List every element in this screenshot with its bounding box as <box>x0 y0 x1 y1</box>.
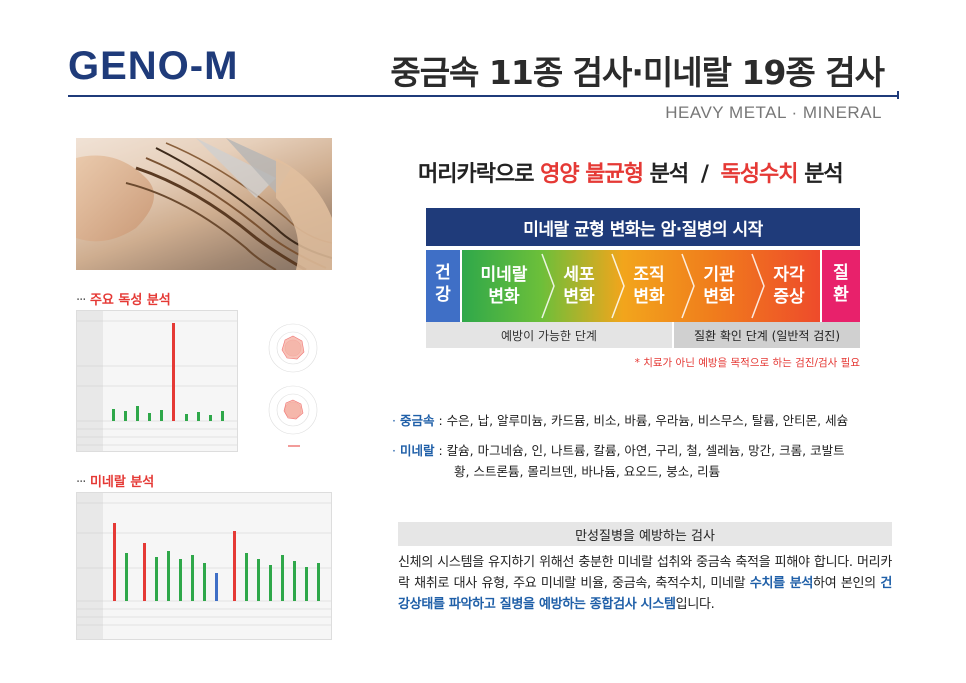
prevention-note: * 치료가 아닌 예방을 목적으로 하는 검진/검사 필요 <box>634 357 860 369</box>
stage-gradient-block <box>462 250 820 322</box>
phase-diagnosed: 질환 확인 단계 (일반적 검진) <box>674 322 860 348</box>
stage-disease-block <box>822 250 860 322</box>
page-subtitle: HEAVY METAL · MINERAL <box>665 103 882 122</box>
stage-tissue-change: 조직 변화 <box>633 265 665 307</box>
phase-preventable: 예방이 가능한 단계 <box>426 322 672 348</box>
stage-symptoms: 자각 증상 <box>773 265 805 307</box>
hair-photo <box>76 138 332 270</box>
brand-logo: GENO-M <box>68 44 239 88</box>
minerals-list: · 미네랄 : 칼슘, 마그네슘, 인, 나트륨, 칼륨, 아연, 구리, 철,… <box>392 443 845 479</box>
stage-flow-graphic <box>426 250 860 322</box>
heavy-metals-list: · 중금속 : 수은, 납, 알루미늄, 카드뮴, 비소, 바륨, 우라늄, 비… <box>392 413 849 428</box>
page-title: 중금속 11종 검사·미네랄 19종 검사 <box>390 53 885 92</box>
toxic-analysis-label: ··· 주요 독성 분석 <box>76 293 171 308</box>
mineral-analysis-table <box>76 492 332 640</box>
header-divider-tick <box>897 91 899 99</box>
stage-cell-change: 세포 변화 <box>563 265 595 307</box>
header-divider <box>68 95 899 97</box>
stage-health-block <box>426 250 460 322</box>
toxic-radar-charts <box>248 310 332 452</box>
mineral-analysis-label: ··· 미네랄 분석 <box>76 475 155 490</box>
mineral-balance-banner: 미네랄 균형 변화는 암·질병의 시작 <box>426 208 860 246</box>
toxic-analysis-table <box>76 310 238 452</box>
stage-mineral-change: 미네랄 변화 <box>480 265 528 307</box>
analysis-headline: 머리카락으로 영양 불균형 분석 / 독성수치 분석 <box>418 162 844 187</box>
description-paragraph: 신체의 시스템을 유지하기 위해선 충분한 미네랄 섭취와 중금속 축적을 피해… <box>398 555 893 612</box>
stage-organ-change: 기관 변화 <box>703 265 735 307</box>
prevention-subheading: 만성질병을 예방하는 검사 <box>398 522 892 546</box>
